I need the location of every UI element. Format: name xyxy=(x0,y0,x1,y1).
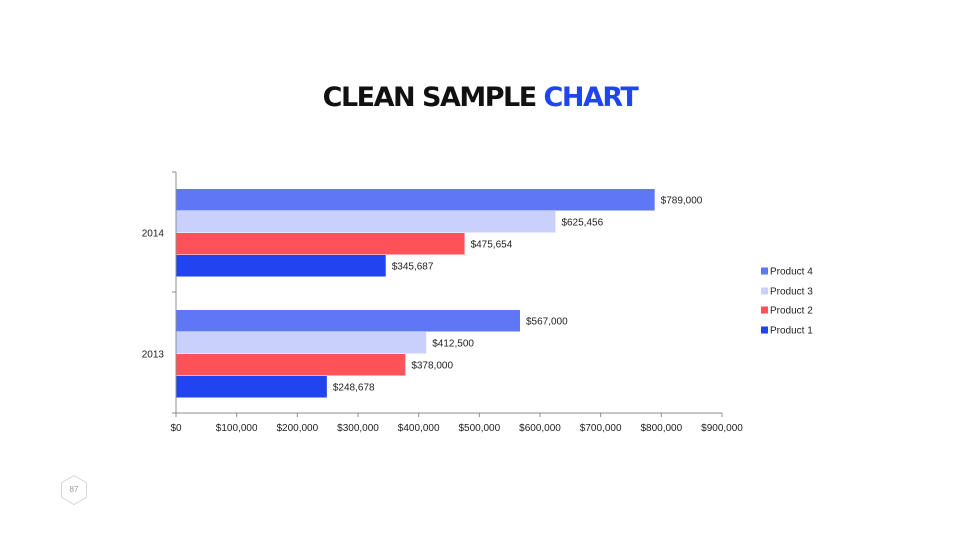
x-tick-label: $200,000 xyxy=(276,423,318,434)
x-tick-label: $800,000 xyxy=(640,423,682,434)
x-tick-label: $300,000 xyxy=(337,423,379,434)
data-label: $345,687 xyxy=(392,261,434,272)
x-tick-label: $700,000 xyxy=(580,423,622,434)
data-label: $412,500 xyxy=(432,338,474,349)
data-label: $567,000 xyxy=(526,316,568,327)
bar xyxy=(176,233,465,255)
data-label: $625,456 xyxy=(561,217,603,228)
legend-swatch xyxy=(761,326,768,334)
legend-label: Product 3 xyxy=(770,287,813,298)
data-label: $248,678 xyxy=(333,382,375,393)
bar xyxy=(176,332,427,354)
x-tick-label: $100,000 xyxy=(216,423,258,434)
page-badge-hexagon-icon xyxy=(61,474,87,506)
bar xyxy=(176,189,655,211)
data-label: $789,000 xyxy=(661,195,703,206)
legend-label: Product 1 xyxy=(770,326,813,337)
legend-swatch xyxy=(761,306,768,314)
x-tick-label: $900,000 xyxy=(701,423,743,434)
bar xyxy=(176,376,327,398)
title-accent: CHART xyxy=(543,82,639,113)
category-label: 2013 xyxy=(142,350,165,361)
legend-swatch xyxy=(761,267,768,275)
legend-swatch xyxy=(761,287,768,295)
page-number: 87 xyxy=(69,485,79,494)
bar xyxy=(176,211,556,233)
x-tick-label: $600,000 xyxy=(519,423,561,434)
x-tick-label: $400,000 xyxy=(398,423,440,434)
x-tick-label: $500,000 xyxy=(458,423,500,434)
bar xyxy=(176,310,520,332)
bar xyxy=(176,255,386,277)
title-main: CLEAN SAMPLE xyxy=(322,82,544,113)
legend-label: Product 4 xyxy=(770,267,813,278)
bar xyxy=(176,354,406,376)
category-label: 2014 xyxy=(142,229,165,240)
data-label: $475,654 xyxy=(471,239,513,250)
x-tick-label: $0 xyxy=(170,423,182,434)
data-label: $378,000 xyxy=(411,360,453,371)
chart-title: CLEAN SAMPLE CHART xyxy=(0,82,960,113)
legend-label: Product 2 xyxy=(770,306,813,317)
